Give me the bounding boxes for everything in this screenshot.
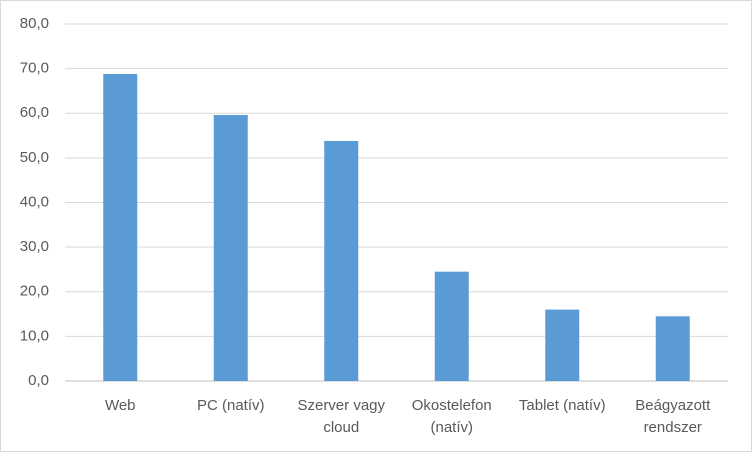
y-tick-label: 40,0 xyxy=(20,193,49,210)
bar xyxy=(324,140,359,381)
bar xyxy=(434,271,469,381)
y-tick-label: 80,0 xyxy=(20,15,49,32)
y-tick-label: 10,0 xyxy=(20,327,49,344)
x-tick-label: Web xyxy=(104,397,136,414)
y-tick-label: 20,0 xyxy=(20,283,49,300)
y-tick-label: 50,0 xyxy=(20,149,49,166)
x-tick-label: Okostelefon (natív) xyxy=(411,397,492,436)
bar xyxy=(655,316,690,381)
x-tick-label: Beágyazott rendszer xyxy=(635,397,711,436)
y-tick-label: 0,0 xyxy=(28,372,49,389)
x-tick-label: Tablet (natív) xyxy=(518,397,606,414)
x-tick-label: PC (natív) xyxy=(196,397,265,414)
y-tick-label: 60,0 xyxy=(20,104,49,121)
x-tick-label: Szerver vagy cloud xyxy=(297,397,386,436)
y-tick-label: 70,0 xyxy=(20,60,49,77)
y-tick-label: 30,0 xyxy=(20,238,49,255)
bar xyxy=(213,115,248,381)
bar xyxy=(545,309,580,381)
bar xyxy=(103,73,138,381)
